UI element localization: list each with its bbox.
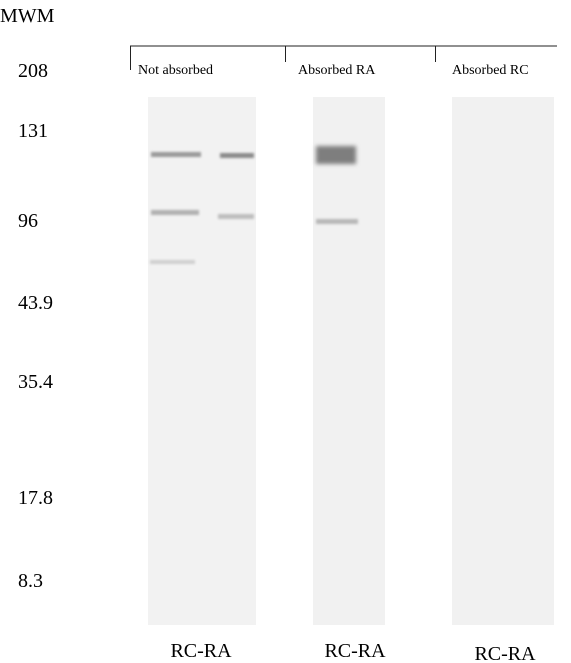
lane-footer: RC-RA (170, 640, 232, 662)
lane-footer: RC-RA (324, 640, 386, 662)
lane-footer: RC-RA (474, 643, 536, 663)
lane-header: Absorbed RA (298, 63, 376, 78)
marker-label: 208 (18, 60, 48, 82)
marker-label: 43.9 (18, 292, 53, 314)
marker-label: 131 (18, 120, 48, 142)
lane-header: Not absorbed (138, 63, 213, 78)
blot-figure: MWM 208 131 96 43.9 35.4 17.8 8.3 Not ab… (0, 0, 571, 663)
marker-label: 96 (18, 210, 38, 232)
lane-header: Absorbed RC (452, 63, 529, 78)
marker-label: 17.8 (18, 487, 53, 509)
lane (148, 97, 256, 625)
lane (452, 97, 554, 625)
marker-label: 8.3 (18, 570, 43, 592)
lane (313, 97, 385, 625)
marker-label: 35.4 (18, 371, 53, 393)
mwm-label: MWM (0, 5, 55, 27)
